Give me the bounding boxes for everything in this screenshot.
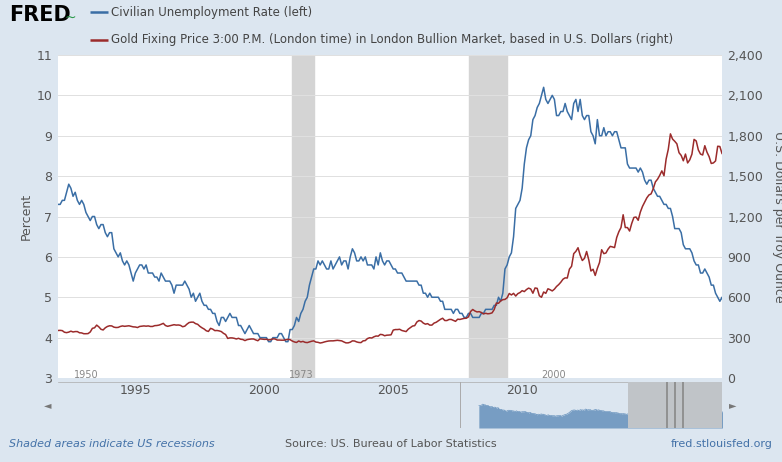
Bar <box>292 55 314 378</box>
Bar <box>629 382 722 428</box>
Text: ◄: ◄ <box>44 400 52 410</box>
Text: ►: ► <box>729 400 736 410</box>
Bar <box>468 55 508 378</box>
Text: FRED: FRED <box>9 6 71 25</box>
Text: Source: US. Bureau of Labor Statistics: Source: US. Bureau of Labor Statistics <box>285 439 497 449</box>
Text: 1950: 1950 <box>74 370 99 380</box>
Text: Shaded areas indicate US recessions: Shaded areas indicate US recessions <box>9 439 215 449</box>
Text: 1973: 1973 <box>289 370 314 380</box>
Text: ~: ~ <box>64 11 76 24</box>
Y-axis label: Percent: Percent <box>20 193 32 240</box>
Text: 2000: 2000 <box>541 370 566 380</box>
Text: fred.stlouisfed.org: fred.stlouisfed.org <box>671 439 773 449</box>
Text: Civilian Unemployment Rate (left): Civilian Unemployment Rate (left) <box>111 6 312 18</box>
Y-axis label: U.S. Dollars per Troy Ounce: U.S. Dollars per Troy Ounce <box>772 131 782 302</box>
Text: Gold Fixing Price 3:00 P.M. (London time) in London Bullion Market, based in U.S: Gold Fixing Price 3:00 P.M. (London time… <box>111 33 673 46</box>
